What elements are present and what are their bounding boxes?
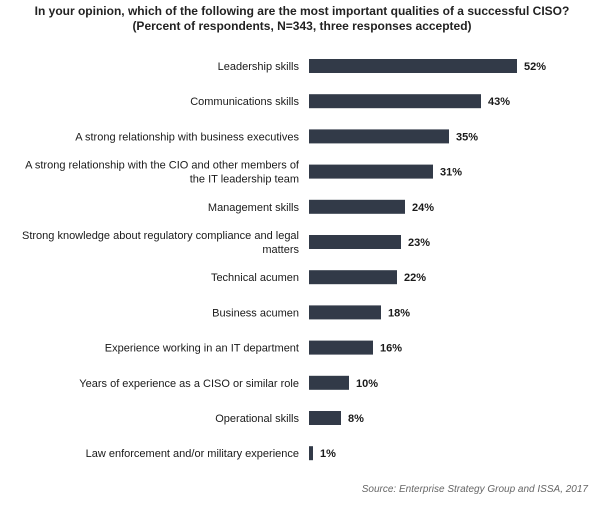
bar: [309, 164, 433, 179]
bar: [309, 305, 381, 320]
value-label: 22%: [404, 272, 426, 284]
value-label: 43%: [488, 96, 510, 108]
category-label: Strong knowledge about regulatory compli…: [22, 230, 300, 256]
category-label: Communications skills: [190, 96, 299, 108]
bar: [309, 199, 405, 214]
category-label: Law enforcement and/or military experien…: [86, 448, 299, 460]
category-label: Years of experience as a CISO or similar…: [79, 378, 299, 390]
category-label: A strong relationship with the CIO and o…: [25, 160, 300, 186]
value-label: 1%: [320, 448, 336, 460]
source-note: Source: Enterprise Strategy Group and IS…: [361, 484, 588, 495]
category-label: Experience working in an IT department: [105, 343, 299, 355]
category-label: Operational skills: [215, 413, 299, 425]
value-label: 8%: [348, 413, 364, 425]
bar: [309, 270, 397, 285]
value-label: 23%: [408, 237, 430, 249]
category-label: Leadership skills: [218, 61, 300, 73]
value-label: 31%: [440, 167, 462, 179]
bar: [309, 411, 341, 425]
category-label: Technical acumen: [211, 272, 299, 284]
value-label: 35%: [456, 131, 478, 143]
value-label: 24%: [412, 202, 434, 214]
bar: [309, 340, 373, 355]
value-label: 10%: [356, 378, 378, 390]
chart-title: In your opinion, which of the following …: [34, 4, 570, 33]
value-label: 52%: [524, 61, 546, 73]
bar: [309, 235, 401, 249]
value-label: 16%: [380, 343, 402, 355]
category-label: Management skills: [208, 202, 300, 214]
bar: [309, 375, 349, 390]
value-label: 18%: [388, 307, 410, 319]
bar: [309, 129, 449, 144]
bar: [309, 446, 313, 461]
bar: [309, 94, 481, 109]
category-label: Business acumen: [212, 307, 299, 319]
bar: [309, 59, 517, 73]
category-label: A strong relationship with business exec…: [75, 131, 299, 143]
bar-chart: Leadership skills 52% Communications skill…: [22, 59, 546, 461]
